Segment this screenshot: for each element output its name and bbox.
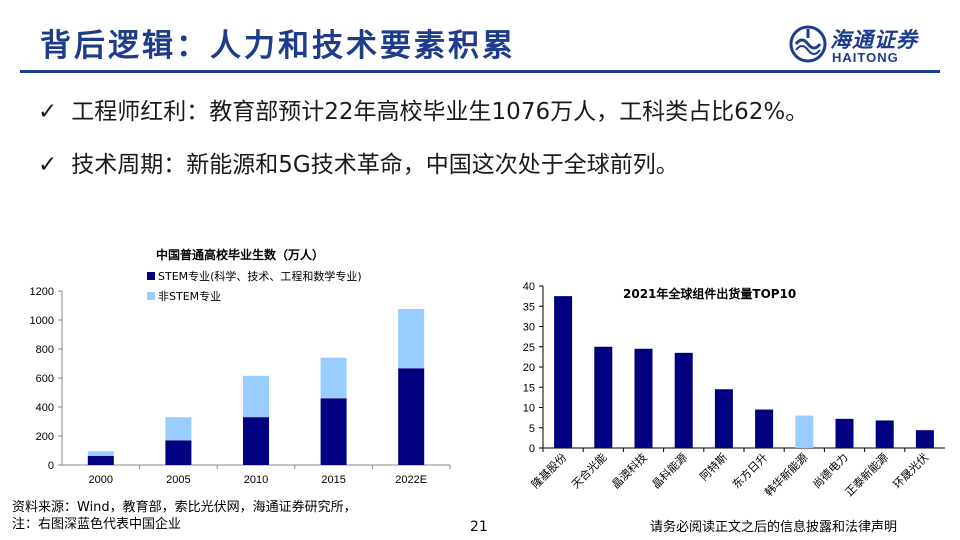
bar-stem xyxy=(398,368,425,465)
y-tick-label: 15 xyxy=(523,382,535,394)
bar-stem xyxy=(87,455,114,465)
module-shipments-chart: 2021年全球组件出货量TOP10 0 5 10 15 20 25 30 35 40 隆基股份 天合… xyxy=(505,268,955,518)
page-number: 21 xyxy=(470,519,488,535)
y-tick-label: 400 xyxy=(36,402,54,414)
x-tick-label: 2000 xyxy=(89,474,113,486)
bar-shipment xyxy=(554,296,573,448)
bar-shipment xyxy=(835,418,854,448)
y-tick-label: 0 xyxy=(529,443,535,455)
y-tick-label: 35 xyxy=(523,301,535,313)
header-divider xyxy=(20,70,940,73)
checkmark-icon: ✓ xyxy=(38,99,58,125)
x-tick-label: 环晟光伏 xyxy=(890,450,931,491)
bar-non-stem xyxy=(398,308,425,369)
x-tick-label: 2005 xyxy=(166,474,190,486)
y-tick-label: 40 xyxy=(523,281,535,293)
bullet-text: 工程师红利：教育部预计22年高校毕业生1076万人，工科类占比62%。 xyxy=(71,99,809,125)
chart-title: 中国普通高校毕业生数（万人） xyxy=(156,247,324,262)
x-tick-label: 2015 xyxy=(321,474,345,486)
bar-shipment xyxy=(915,430,934,448)
y-tick-label: 600 xyxy=(36,373,54,385)
x-tick-label: 韩华新能源 xyxy=(762,450,811,499)
y-tick-label: 5 xyxy=(529,423,535,435)
y-tick-label: 20 xyxy=(523,362,535,374)
x-tick-label: 东方日升 xyxy=(729,450,770,491)
y-tick-label: 10 xyxy=(523,403,535,415)
x-tick-label: 隆基股份 xyxy=(528,450,569,491)
legend-label-stem: STEM专业(科学、技术、工程和数学专业) xyxy=(158,269,362,283)
haitong-logo: 海通证券 HAITONG xyxy=(788,22,938,66)
legend-swatch-non-stem xyxy=(147,292,155,300)
y-tick-label: 800 xyxy=(36,344,54,356)
y-tick-label: 25 xyxy=(523,342,535,354)
logo-english-name: HAITONG xyxy=(832,50,899,65)
bullet-tech-cycle: ✓ 技术周期：新能源和5G技术革命，中国这次处于全球前列。 xyxy=(38,145,679,179)
legend-label-non-stem: 非STEM专业 xyxy=(158,289,221,303)
y-tick-label: 0 xyxy=(48,460,54,472)
bar-non-stem xyxy=(87,451,114,456)
note-line: 注：右图深蓝色代表中国企业 xyxy=(12,517,182,532)
bar-stem xyxy=(165,440,192,465)
y-tick-label: 1000 xyxy=(30,315,54,327)
bar-shipment xyxy=(634,348,653,448)
graduates-chart: 中国普通高校毕业生数（万人） STEM专业(科学、技术、工程和数学专业) 非ST… xyxy=(10,245,460,495)
x-tick-label: 尚德电力 xyxy=(810,450,851,491)
bar-shipment xyxy=(674,352,693,448)
x-tick-label: 晶澳科技 xyxy=(609,450,650,491)
bullet-engineer-dividend: ✓ 工程师红利：教育部预计22年高校毕业生1076万人，工科类占比62%。 xyxy=(38,92,808,126)
bar-stem xyxy=(320,398,347,465)
graduates-chart-svg: 中国普通高校毕业生数（万人） STEM专业(科学、技术、工程和数学专业) 非ST… xyxy=(30,247,451,486)
source-line: 资料来源：Wind，教育部，索比光伏网，海通证券研究所， xyxy=(12,500,357,515)
haitong-emblem-icon xyxy=(789,25,827,63)
x-tick-label: 2010 xyxy=(244,474,268,486)
y-tick-label: 200 xyxy=(36,431,54,443)
bullet-text: 技术周期：新能源和5G技术革命，中国这次处于全球前列。 xyxy=(71,152,679,178)
bar-shipment xyxy=(795,415,814,448)
bar-stem xyxy=(243,417,269,465)
bar-shipment xyxy=(594,346,613,448)
checkmark-icon: ✓ xyxy=(38,152,58,178)
chart-title: 2021年全球组件出货量TOP10 xyxy=(623,286,796,301)
x-tick-label: 阿特斯 xyxy=(697,450,730,483)
x-tick-label: 天合光能 xyxy=(568,450,609,491)
x-tick-label: 晶科能源 xyxy=(649,450,690,491)
x-tick-label: 正泰新能源 xyxy=(842,450,891,499)
legend-swatch-stem xyxy=(147,272,155,280)
y-tick-label: 30 xyxy=(523,322,535,334)
source-note: 资料来源：Wind，教育部，索比光伏网，海通证券研究所， 注：右图深蓝色代表中国… xyxy=(12,499,357,533)
logo-chinese-name: 海通证券 xyxy=(830,27,918,52)
bar-non-stem xyxy=(165,417,192,441)
bar-shipment xyxy=(875,420,894,448)
y-tick-label: 1200 xyxy=(30,286,54,298)
page-title: 背后逻辑：人力和技术要素积累 xyxy=(40,28,516,64)
x-tick-label: 2022E xyxy=(395,474,427,486)
bar-shipment xyxy=(714,389,733,448)
bar-non-stem xyxy=(243,375,269,418)
disclaimer-text: 请务必阅读正文之后的信息披露和法律声明 xyxy=(650,520,898,535)
module-shipments-chart-svg: 2021年全球组件出货量TOP10 0 5 10 15 20 25 30 35 40 隆基股份 天合… xyxy=(523,281,945,499)
bar-shipment xyxy=(755,409,774,448)
bar-non-stem xyxy=(320,357,347,399)
